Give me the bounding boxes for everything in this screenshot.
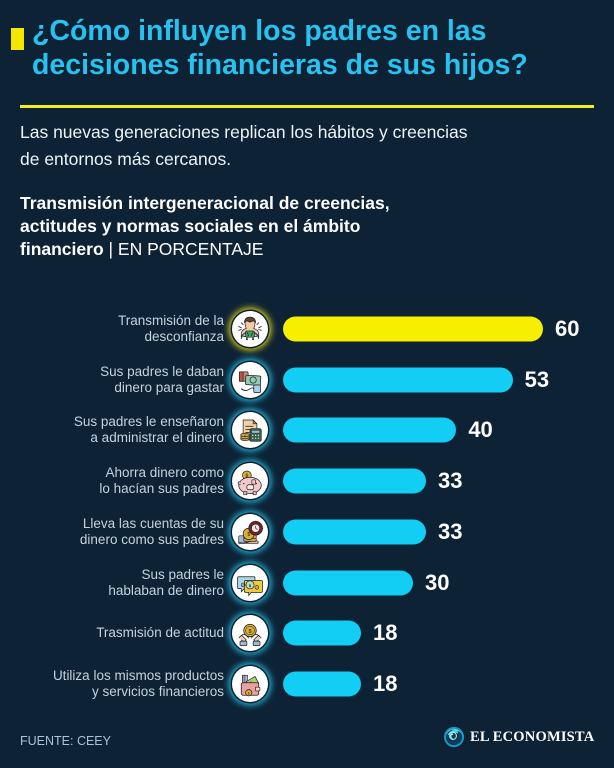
svg-text:$: $: [244, 434, 246, 438]
svg-text:$: $: [248, 692, 250, 696]
